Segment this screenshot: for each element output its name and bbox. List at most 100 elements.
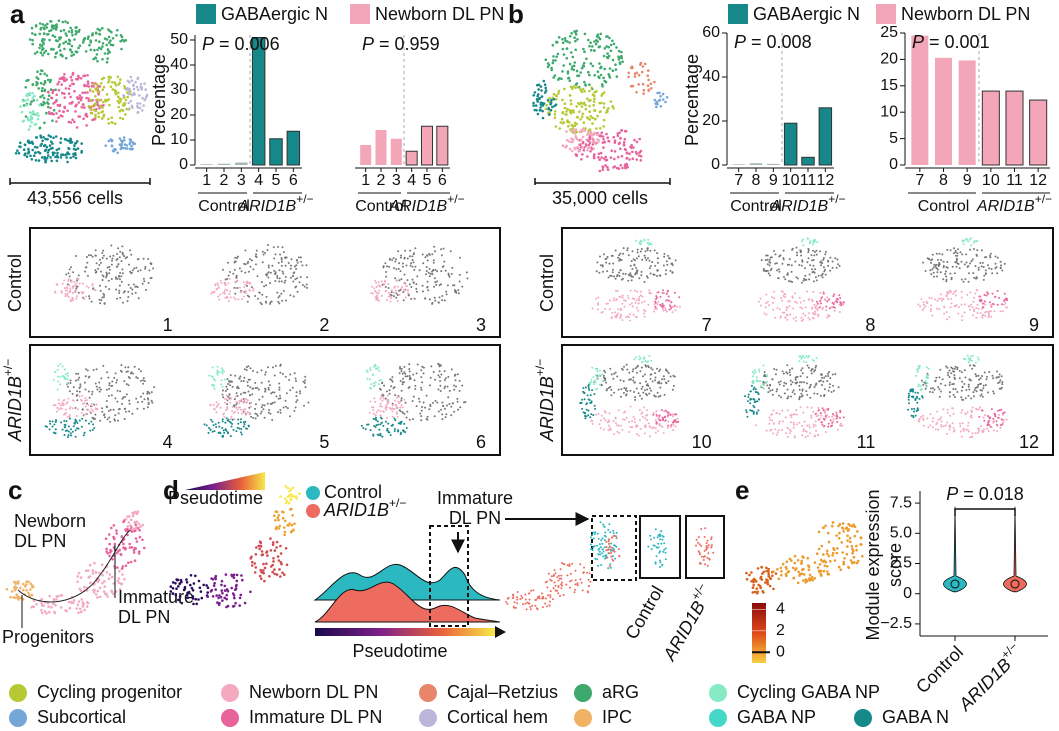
- cell-dot: [267, 276, 270, 279]
- cell-dot: [829, 377, 832, 380]
- cell-dot: [936, 410, 939, 413]
- cell-dot: [119, 390, 122, 393]
- cell-dot: [775, 368, 778, 371]
- cell-dot: [935, 376, 938, 379]
- cell-dot: [242, 281, 245, 284]
- cell-dot: [63, 279, 66, 282]
- cell-dot: [237, 412, 240, 415]
- cell-dot: [1002, 421, 1005, 424]
- cell-dot: [637, 255, 640, 258]
- cell-dot: [42, 96, 46, 100]
- cell-dot: [667, 411, 670, 414]
- cell-dot: [611, 104, 614, 108]
- cell-dot: [434, 281, 437, 284]
- cell-dot: [234, 292, 237, 295]
- cell-dot: [979, 382, 982, 385]
- cell-dot: [953, 291, 956, 293]
- cell-dot: [632, 379, 635, 382]
- cell-dot: [98, 264, 101, 266]
- cell-dot: [274, 271, 277, 274]
- cell-dot: [417, 397, 420, 400]
- cell-dot: [917, 303, 920, 306]
- cell-dot: [127, 107, 130, 111]
- cell-dot: [601, 168, 604, 172]
- cell-dot: [284, 257, 287, 259]
- cell-dot: [602, 106, 606, 109]
- cell-dot: [66, 436, 69, 438]
- cell-dot: [31, 38, 34, 42]
- cell-dot: [453, 388, 456, 391]
- cell-dot: [663, 378, 666, 381]
- cell-dot: [568, 147, 572, 151]
- cell-dot: [404, 372, 407, 375]
- cell-dot: [236, 385, 239, 388]
- cell-dot: [550, 66, 553, 70]
- cell-dot: [613, 391, 616, 394]
- bar: [1029, 99, 1048, 166]
- cell-dot: [974, 373, 977, 376]
- cell-dot: [74, 33, 77, 36]
- cell-dot: [771, 419, 774, 422]
- cell-dot: [784, 293, 787, 296]
- cell-dot: [802, 411, 805, 414]
- cell-dot: [653, 394, 656, 397]
- cell-dot: [65, 156, 68, 159]
- cell-dot: [757, 393, 760, 396]
- cell-dot: [603, 67, 606, 71]
- cell-dot: [764, 269, 767, 272]
- cell-dot: [765, 381, 768, 384]
- cell-dot: [619, 395, 622, 398]
- cell-dot: [457, 292, 460, 295]
- cell-dot: [543, 83, 547, 86]
- cell-dot: [33, 151, 37, 155]
- cell-dot: [648, 267, 651, 270]
- cell-dot: [105, 43, 108, 47]
- cell-dot: [946, 248, 949, 251]
- cell-dot: [622, 247, 625, 250]
- cell-dot: [579, 88, 583, 92]
- cell-dot: [442, 265, 445, 268]
- cell-dot: [63, 105, 66, 109]
- cell-dot: [205, 424, 208, 427]
- cell-dot: [383, 397, 385, 400]
- cell-dot: [374, 296, 377, 299]
- cell-dot: [955, 289, 958, 292]
- cell-dot: [824, 375, 827, 378]
- cell-dot: [631, 420, 634, 423]
- cell-dot: [649, 435, 651, 438]
- cell-dot: [801, 389, 804, 392]
- cell-dot: [136, 258, 139, 261]
- cell-dot: [234, 287, 237, 290]
- cell-dot: [90, 300, 93, 303]
- cell-dot: [32, 154, 36, 157]
- cell-dot: [278, 295, 281, 297]
- cell-dot: [424, 256, 427, 259]
- cell-dot: [40, 44, 44, 48]
- cell-dot: [223, 412, 225, 415]
- cell-dot: [102, 249, 105, 252]
- cell-dot: [536, 112, 540, 116]
- cell-dot: [234, 298, 237, 301]
- cell-dot: [991, 374, 994, 377]
- cell-dot: [211, 366, 214, 369]
- cell-dot: [932, 271, 935, 274]
- cell-dot: [643, 300, 646, 303]
- cell-dot: [946, 266, 949, 269]
- cell-dot: [113, 122, 117, 125]
- cell-dot: [50, 25, 54, 29]
- cell-dot: [645, 392, 647, 395]
- cell-dot: [256, 371, 259, 374]
- cell-dot: [42, 144, 46, 148]
- cell-dot: [412, 373, 415, 376]
- x-tick-label: 6: [289, 172, 298, 189]
- cell-dot: [782, 249, 785, 252]
- cell-dot: [833, 293, 836, 296]
- cell-dot: [296, 259, 298, 261]
- cell-dot: [295, 391, 298, 394]
- cell-dot: [808, 426, 811, 429]
- cell-dot: [372, 382, 375, 385]
- cell-dot: [542, 79, 546, 83]
- cell-dot: [658, 274, 661, 277]
- cell-dot: [243, 410, 246, 413]
- cell-dot: [954, 365, 957, 368]
